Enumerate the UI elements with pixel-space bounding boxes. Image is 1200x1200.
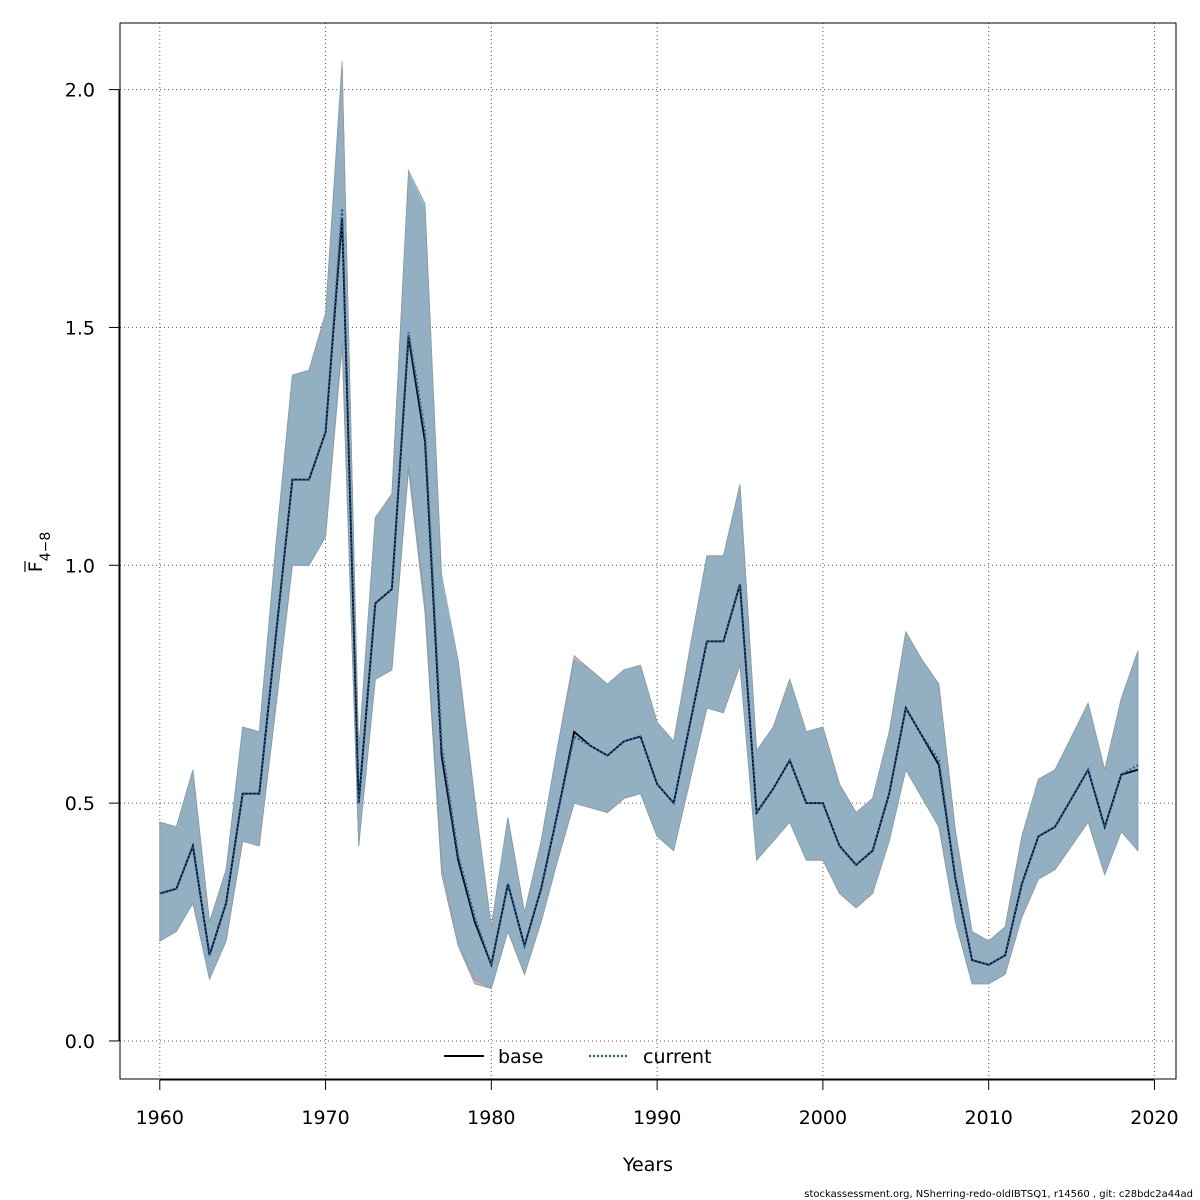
x-tick-label: 1980 xyxy=(467,1107,515,1129)
y-tick-label: 0.5 xyxy=(65,793,95,815)
series-line-current xyxy=(159,208,1139,969)
confidence-bands xyxy=(159,61,1139,990)
series-lines xyxy=(159,208,1139,969)
legend-label-current: current xyxy=(643,1046,712,1068)
y-tick-label: 1.0 xyxy=(65,555,95,577)
x-tick-label: 2020 xyxy=(1130,1107,1178,1129)
x-axis-title: Years xyxy=(622,1154,673,1176)
y-axis: 0.0 0.5 1.0 1.5 2.0 xyxy=(65,80,120,1053)
svg-text:F4−8: F4−8 xyxy=(25,532,54,572)
y-tick-label: 2.0 xyxy=(65,80,95,102)
footer-credit: stockassessment.org, NSherring-redo-oldI… xyxy=(804,1189,1193,1200)
x-tick-label: 1970 xyxy=(301,1107,349,1129)
x-tick-label: 2010 xyxy=(964,1107,1012,1129)
x-tick-label: 2000 xyxy=(799,1107,847,1129)
x-axis: 1960 1970 1980 1990 2000 2010 2020 xyxy=(136,1079,1179,1129)
x-tick-label: 1990 xyxy=(633,1107,681,1129)
legend: base current xyxy=(444,1046,712,1068)
y-axis-title-subscript: 4−8 xyxy=(38,532,54,562)
confidence-band-current xyxy=(159,61,1139,990)
y-axis-title: F4−8 xyxy=(24,532,54,572)
legend-label-base: base xyxy=(498,1046,543,1068)
x-tick-label: 1960 xyxy=(136,1107,184,1129)
series-line-base xyxy=(159,217,1139,968)
y-axis-title-main: F xyxy=(25,561,47,572)
y-tick-label: 1.5 xyxy=(65,317,95,339)
plot-frame xyxy=(119,22,1177,1080)
y-tick-label: 0.0 xyxy=(65,1031,95,1053)
